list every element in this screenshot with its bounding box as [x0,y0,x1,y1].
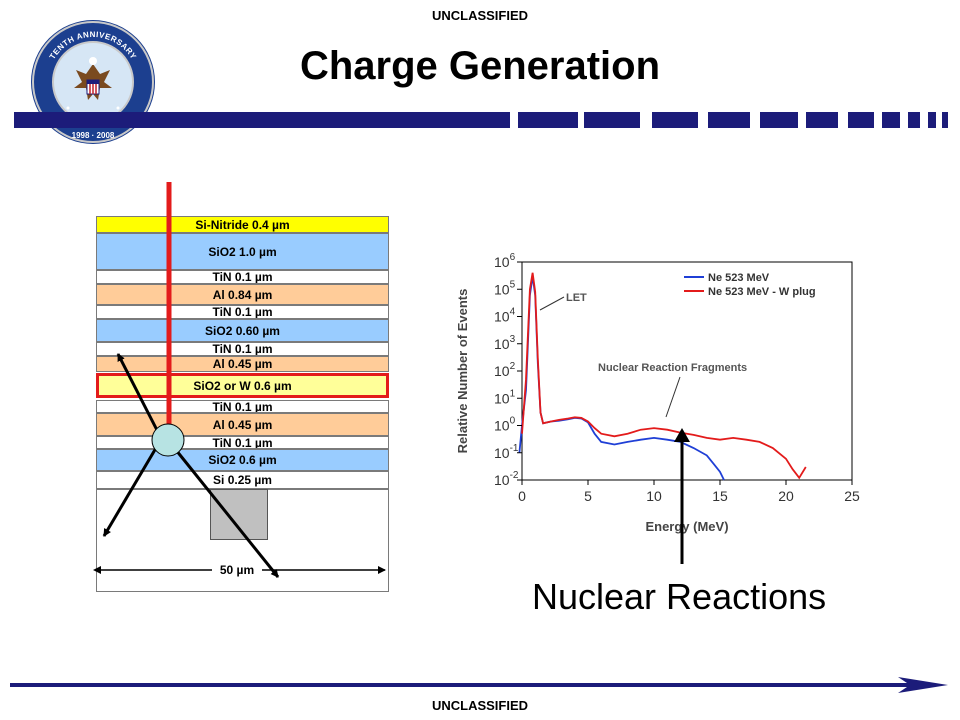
chart-legend: Ne 523 MeV Ne 523 MeV - W plug [684,272,816,298]
svg-text:1998 · 2008: 1998 · 2008 [72,131,115,140]
y-tick-exponent: 0 [510,416,516,427]
y-tick-exponent: 6 [510,252,516,263]
diffusion-region [210,489,268,540]
layer-al-045-lower: Al 0.45 µm [96,413,389,436]
y-tick-label: 102 [494,361,516,379]
y-tick-label: 10-1 [494,443,519,461]
classification-banner-bottom: UNCLASSIFIED [431,698,529,713]
x-tick-label: 15 [712,488,728,504]
series-line-1 [521,272,807,480]
y-axis-label: Relative Number of Events [455,289,470,454]
layer-sio2-060: SiO2 0.60 µm [96,319,389,342]
y-tick-label: 105 [494,279,516,297]
y-tick-exponent: -2 [510,470,519,481]
footer-arrow-icon [898,677,948,693]
x-tick-labels: 0 5 10 15 20 25 [518,480,860,504]
layer-tin-1: TiN 0.1 µm [96,270,389,284]
x-tick-label: 10 [646,488,662,504]
x-tick-label: 5 [584,488,592,504]
layer-sio2-06: SiO2 0.6 µm [96,449,389,471]
header-bar [14,112,948,128]
y-tick-exponent: 2 [510,361,516,372]
nuclear-reactions-label: Nuclear Reactions [532,576,827,617]
let-pointer [539,296,565,311]
layer-tin-2: TiN 0.1 µm [96,305,389,319]
layer-tin-5: TiN 0.1 µm [96,436,389,449]
layer-si-nitride: Si-Nitride 0.4 µm [96,216,389,233]
page-title: Charge Generation [299,44,661,88]
layer-sio2-top: SiO2 1.0 µm [96,233,389,270]
layer-tin-4: TiN 0.1 µm [96,400,389,413]
legend-label-w-plug: Ne 523 MeV - W plug [708,286,816,298]
y-tick-exponent: 3 [510,334,516,345]
y-tick-label: 103 [494,334,516,352]
layer-si: Si 0.25 µm [96,471,389,489]
y-tick-label: 100 [494,416,516,434]
layer-sio2-or-w: SiO2 or W 0.6 µm [96,373,389,398]
x-tick-label: 0 [518,488,526,504]
layer-al-045-upper: Al 0.45 µm [96,356,389,372]
chart-series [518,272,807,481]
y-tick-exponent: 4 [510,307,516,318]
y-tick-exponent: 1 [510,388,516,399]
annotation-fragments: Nuclear Reaction Fragments [598,362,747,374]
layer-tin-3: TiN 0.1 µm [96,342,389,356]
y-tick-label: 106 [494,252,516,270]
footer-bar [10,677,948,693]
classification-banner-top: UNCLASSIFIED [431,8,529,23]
y-tick-label: 104 [494,307,516,325]
plot-frame [521,261,853,481]
y-tick-exponent: -1 [510,443,519,454]
y-tick-label: 10-2 [494,470,519,488]
eagle-icon [74,57,112,100]
x-tick-label: 25 [844,488,860,504]
fragments-pointer [665,376,681,418]
annotation-let: LET [566,292,587,304]
x-tick-label: 20 [778,488,794,504]
x-axis-label: Energy (MeV) [645,519,728,534]
legend-label-ne: Ne 523 MeV [708,272,770,284]
layer-al-084: Al 0.84 µm [96,284,389,305]
y-tick-exponent: 5 [510,279,516,290]
y-tick-label: 101 [494,388,516,406]
callout-arrow [674,428,690,564]
